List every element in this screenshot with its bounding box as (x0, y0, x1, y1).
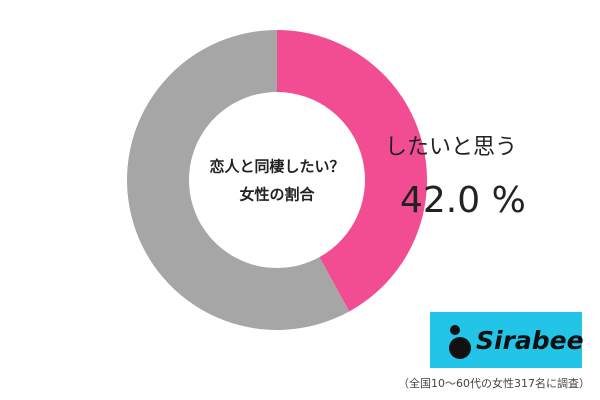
logo-icon-dot (450, 325, 460, 335)
donut-slice (127, 30, 350, 330)
value-label: 42.0 % (400, 180, 526, 221)
category-label: したいと思う (385, 135, 517, 160)
donut-slice (277, 30, 428, 312)
logo-icon (449, 337, 471, 359)
chart-title: 恋人と同棲したい？ (209, 158, 344, 176)
chart-subtitle: 女性の割合 (239, 186, 315, 204)
footnote: （全国10～60代の女性317名に調査） (398, 376, 590, 390)
logo-text: Sirabee (476, 326, 584, 355)
